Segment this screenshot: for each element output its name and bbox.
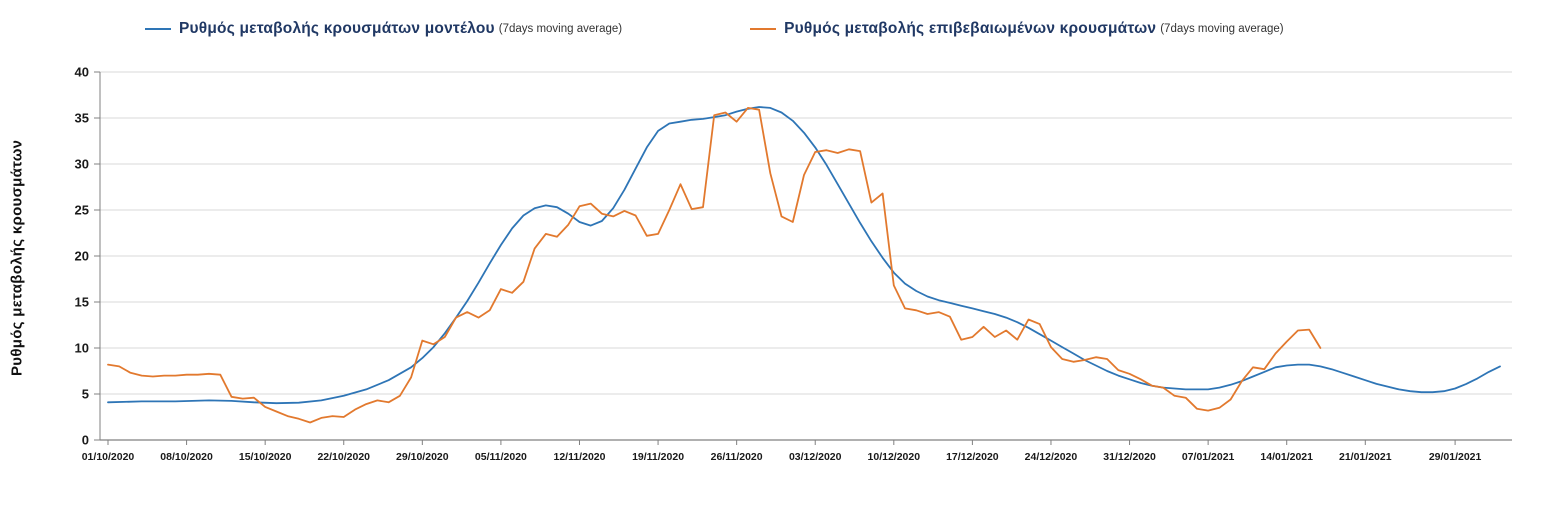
x-tick-label: 29/01/2021 (1429, 451, 1482, 463)
x-tick-label: 01/10/2020 (82, 451, 135, 463)
y-tick-label: 5 (82, 387, 89, 402)
x-tick-label: 21/01/2021 (1339, 451, 1392, 463)
plot-svg: 0 5 10 15 20 25 30 35 40 01/10/2020 08/10/2020 15/1… (75, 65, 1512, 463)
confirmed-line-swatch (750, 28, 777, 30)
legend-label-model: Ρυθμός μεταβολής κρουσμάτων μοντέλου (179, 20, 495, 37)
x-tick-label: 10/12/2020 (868, 451, 921, 463)
chart-legend: Ρυθμός μεταβολής κρουσμάτων μοντέλου (7d… (145, 20, 1284, 38)
x-tick-label: 12/11/2020 (553, 451, 605, 463)
model-line (107, 106, 1501, 405)
model-line-swatch (145, 28, 171, 30)
x-tick-label: 03/12/2020 (789, 451, 842, 463)
x-tick-label: 05/11/2020 (475, 451, 527, 463)
legend-item-model: Ρυθμός μεταβολής κρουσμάτων μοντέλου (7d… (145, 20, 622, 38)
legend-sublabel-confirmed: (7days moving average) (1160, 23, 1284, 35)
confirmed-line (107, 107, 1322, 424)
x-tick-label: 31/12/2020 (1103, 451, 1156, 463)
legend-sublabel-model: (7days moving average) (498, 23, 623, 35)
x-tick-label: 15/10/2020 (239, 451, 292, 463)
x-tick-label: 24/12/2020 (1025, 451, 1078, 463)
x-tick-label: 29/10/2020 (396, 451, 449, 463)
y-tick-label: 15 (75, 295, 89, 310)
y-tick-label: 35 (75, 111, 89, 126)
y-tick-label: 30 (75, 157, 89, 172)
x-tick-label: 17/12/2020 (946, 451, 999, 463)
y-tick-label: 40 (75, 65, 89, 80)
y-tick-label: 0 (82, 433, 89, 448)
x-tick-label: 19/11/2020 (632, 451, 684, 463)
x-tick-label: 07/01/2021 (1182, 451, 1235, 463)
y-tick-label: 25 (75, 203, 89, 218)
legend-item-confirmed: Ρυθμός μεταβολής επιβεβαιωμένων κρουσμάτ… (750, 20, 1284, 38)
x-tick-label: 26/11/2020 (711, 451, 763, 463)
y-tick-label: 10 (75, 341, 89, 356)
x-tick-label: 08/10/2020 (160, 451, 213, 463)
x-tick-label: 22/10/2020 (317, 451, 370, 463)
x-tick-label: 14/01/2021 (1260, 451, 1313, 463)
y-tick-label: 20 (75, 249, 89, 264)
legend-label-confirmed: Ρυθμός μεταβολής επιβεβαιωμένων κρουσμάτ… (784, 20, 1157, 37)
